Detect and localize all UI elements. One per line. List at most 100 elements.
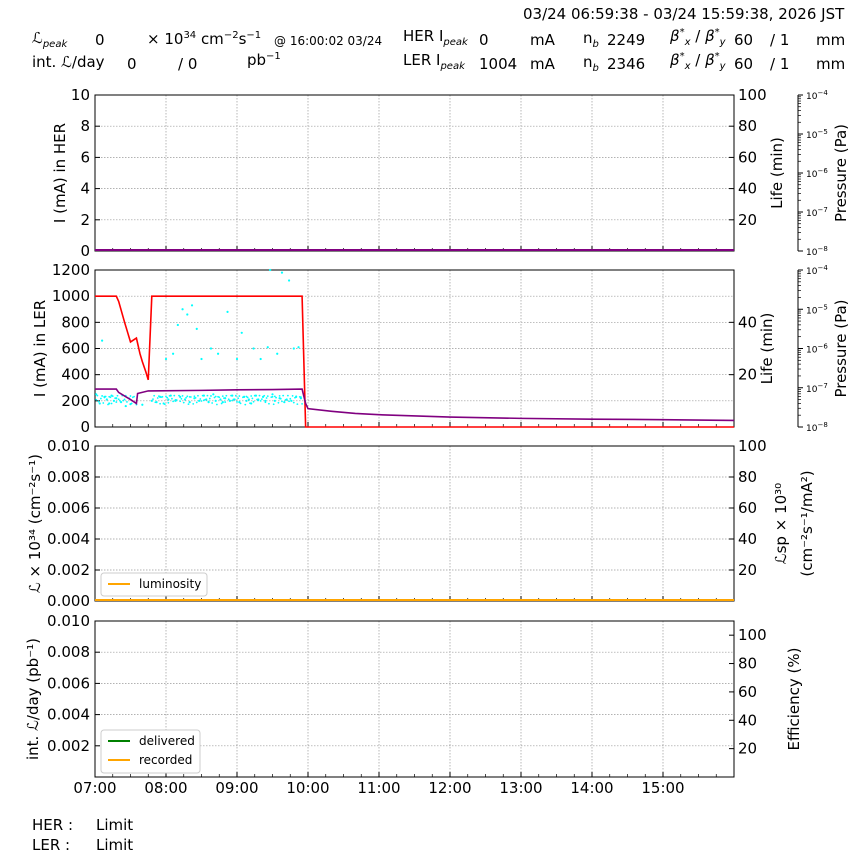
ler-pressure-point xyxy=(122,399,125,402)
lum-unit: × 1034 cm−2s−1 xyxy=(147,30,262,48)
ler-nb-value: 2346 xyxy=(607,55,646,73)
ler-pressure-point xyxy=(195,327,198,330)
ler-pressure-point xyxy=(152,398,154,401)
ler-pressure-point xyxy=(173,394,176,397)
ler-pressure-point xyxy=(172,400,175,403)
ler-pressure-point xyxy=(100,397,102,400)
ler-pressure-point xyxy=(178,394,180,397)
y2-tick-label: 100 xyxy=(738,626,767,644)
ler-pressure-point xyxy=(221,395,224,398)
her-nb-label: nb xyxy=(583,29,599,50)
ler-pressure-point xyxy=(96,394,99,397)
her-peak-unit: mA xyxy=(530,31,555,49)
ler-pressure-point xyxy=(153,394,156,397)
ler-pressure-point xyxy=(259,399,262,402)
y-tick-label: 0.008 xyxy=(47,643,90,661)
y2-tick-label: 60 xyxy=(738,499,757,517)
x-tick-label: 09:00 xyxy=(215,779,258,797)
efficiency-ylabel: Efficiency (%) xyxy=(785,648,803,751)
ler-pressure-point xyxy=(164,357,168,361)
ler-pressure-point xyxy=(183,398,187,401)
ler-pressure-point xyxy=(281,400,283,403)
pressure-tick-label: 10−4 xyxy=(806,264,828,277)
ler-pressure-point xyxy=(247,398,250,401)
y2-tick-label: 20 xyxy=(738,211,757,229)
y2-tick-label: 40 xyxy=(738,711,757,729)
ler-beta-y: / 1 xyxy=(770,55,790,73)
ler-pressure-point xyxy=(181,394,184,397)
ler-pressure-point xyxy=(179,400,182,403)
ler-pressure-point xyxy=(276,352,279,355)
ler-pressure-point xyxy=(119,401,123,404)
lum-ylabel-right-2: (cm⁻²s⁻¹/mA²) xyxy=(798,470,816,576)
ler-pressure-point xyxy=(224,401,227,403)
ler-pressure-point xyxy=(187,403,190,406)
x-tick-label: 07:00 xyxy=(73,779,116,797)
ler-ylabel: I (mA) in LER xyxy=(31,300,49,397)
y-tick-label: 0.010 xyxy=(47,437,90,455)
ler-pressure-point xyxy=(244,403,247,406)
ler-pressure-point xyxy=(234,394,237,397)
lum-ylabel: ℒ × 10³⁴ (cm⁻²s⁻¹) xyxy=(26,454,44,593)
ler-pressure-point xyxy=(291,394,294,397)
ler-pressure-point xyxy=(176,323,179,327)
ler-pressure-point xyxy=(213,396,216,399)
ler-pressure-point xyxy=(198,399,201,402)
ler-pressure-point xyxy=(292,401,295,404)
ler-pressure-point xyxy=(277,401,280,404)
ler-pressure-point xyxy=(208,397,211,400)
x-tick-label: 08:00 xyxy=(144,779,187,797)
ler-pressure-point xyxy=(285,399,288,401)
ler-pressure-point xyxy=(161,395,164,398)
ler-beta-unit: mm xyxy=(816,55,846,73)
ler-pressure-point xyxy=(123,398,126,401)
y-tick-label: 6 xyxy=(80,148,90,166)
ler-pressure-point xyxy=(245,399,248,402)
y-tick-label: 400 xyxy=(61,366,90,384)
pressure-tick-label: 10−5 xyxy=(806,303,828,316)
her-beta-x: 60 xyxy=(734,31,754,49)
ler-pressure-point xyxy=(294,396,296,399)
ler-pressure-point xyxy=(141,403,144,406)
ler-pressure-point xyxy=(295,395,298,398)
ler-pressure-point xyxy=(220,402,223,405)
her-ylabel: I (mA) in HER xyxy=(51,123,69,223)
ler-pressure-point xyxy=(129,395,132,397)
y-tick-label: 200 xyxy=(61,392,90,410)
ler-pressure-point xyxy=(232,398,235,401)
ler-pressure-point xyxy=(237,397,240,400)
y-tick-label: 2 xyxy=(80,211,90,229)
ler-pressure-point xyxy=(195,401,198,404)
ler-pressure-point xyxy=(243,395,246,398)
ler-pressure-point xyxy=(271,393,274,396)
y-tick-label: 1000 xyxy=(52,287,90,305)
ler-ylabel-pressure: Pressure (Pa) xyxy=(832,299,850,397)
her-nb-value: 2249 xyxy=(607,31,646,49)
ler-pressure-point xyxy=(124,404,127,408)
ler-pressure-point xyxy=(238,395,241,397)
y-tick-label: 0.008 xyxy=(47,468,90,486)
lum-legend-label: luminosity xyxy=(139,577,201,591)
lum-peak-label: ℒpeak xyxy=(32,29,68,50)
ler-pressure-point xyxy=(185,396,188,399)
ler-pressure-point xyxy=(260,398,263,401)
lum-peak-time: @ 16:00:02 03/24 xyxy=(274,34,383,48)
ler-pressure-point xyxy=(115,401,118,403)
ler-pressure-point xyxy=(150,399,153,402)
y2-tick-label: 20 xyxy=(738,561,757,579)
ler-pressure-point xyxy=(102,402,105,404)
ler-pressure-point xyxy=(193,395,196,398)
pressure-tick-label: 10−7 xyxy=(806,206,828,219)
x-tick-label: 13:00 xyxy=(499,779,542,797)
pressure-tick-label: 10−7 xyxy=(806,382,828,395)
ler-pressure-point xyxy=(235,357,239,361)
ler-pressure-point xyxy=(231,399,234,402)
y2-tick-label: 100 xyxy=(738,437,767,455)
ler-pressure-point xyxy=(212,393,215,396)
ler-pressure-point xyxy=(101,395,103,397)
ler-pressure-point xyxy=(117,398,120,401)
pressure-tick-label: 10−6 xyxy=(806,343,828,356)
ler-pressure-point xyxy=(278,394,281,397)
ler-peak-label: LER Ipeak xyxy=(403,51,465,72)
